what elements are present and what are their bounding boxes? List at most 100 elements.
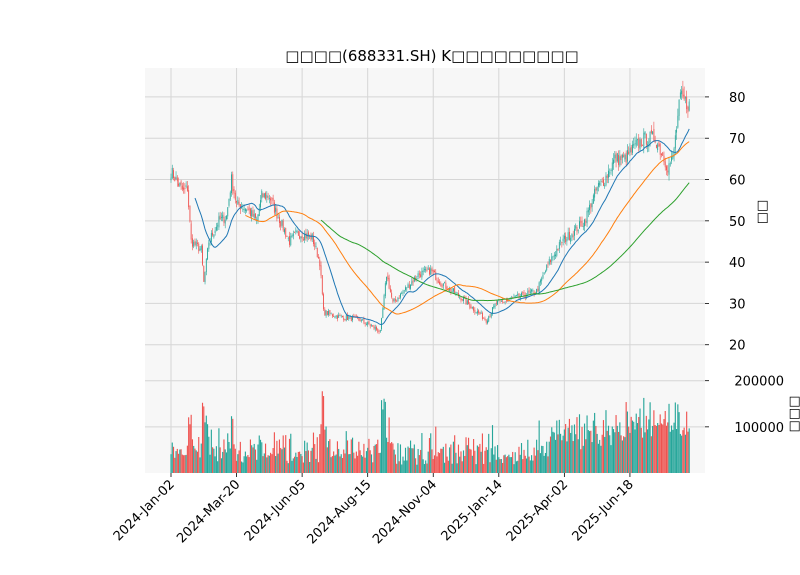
volume-bar xyxy=(488,433,490,473)
volume-bar xyxy=(512,451,514,473)
volume-bar xyxy=(475,464,477,473)
ma-long-line xyxy=(320,182,690,302)
volume-bar xyxy=(334,455,336,473)
volume-bar xyxy=(378,452,380,473)
candle-body xyxy=(232,174,234,192)
candle-body xyxy=(336,315,338,319)
candle-body xyxy=(374,327,376,330)
candle-body xyxy=(352,316,353,321)
volume-bar xyxy=(256,459,258,473)
candle-body xyxy=(345,315,347,321)
candle-body xyxy=(178,183,180,186)
candle-body xyxy=(574,228,575,236)
candle-body xyxy=(571,234,573,238)
candle-body xyxy=(561,241,563,243)
volume-bar xyxy=(418,455,420,473)
candle-body xyxy=(488,316,490,322)
candle-body xyxy=(197,242,198,244)
candle-body xyxy=(605,175,607,186)
candle-body xyxy=(325,310,327,317)
candle-body xyxy=(400,293,401,298)
candle-body xyxy=(183,187,185,190)
candle-body xyxy=(661,153,662,156)
candle-body xyxy=(220,217,222,218)
volume-bar xyxy=(314,444,316,473)
candle-body xyxy=(502,300,504,302)
candle-body xyxy=(649,131,651,143)
candle-body xyxy=(469,303,471,308)
volume-bar xyxy=(625,402,627,473)
volume-bar xyxy=(353,452,355,473)
candle-body xyxy=(402,291,404,294)
candle-body xyxy=(391,292,393,298)
x-tick-label: 2025-Jan-14 xyxy=(439,477,506,544)
volume-bar xyxy=(629,432,631,473)
candle-body xyxy=(262,193,264,198)
candle-body xyxy=(389,288,391,292)
volume-bar xyxy=(411,448,413,473)
volume-axis-label: □□□ xyxy=(787,396,800,433)
volume-bar xyxy=(365,451,367,473)
volume-bar xyxy=(213,448,215,473)
volume-bar xyxy=(499,459,501,473)
candle-body xyxy=(299,235,301,239)
volume-bar xyxy=(496,445,499,473)
volume-bar xyxy=(343,449,345,473)
volume-bar xyxy=(440,448,442,473)
candle-body xyxy=(679,92,681,98)
candle-body xyxy=(609,172,611,174)
volume-bar xyxy=(237,454,239,473)
candle-body xyxy=(572,235,574,237)
candle-body xyxy=(289,236,290,245)
candle-body xyxy=(494,303,496,307)
volume-bar xyxy=(204,422,206,473)
volume-bar xyxy=(609,435,611,473)
volume-bar xyxy=(674,402,676,473)
candle-body xyxy=(223,216,225,223)
volume-bar xyxy=(223,439,225,473)
x-tick-label: 2024-Jun-05 xyxy=(242,477,309,544)
candle-body xyxy=(214,230,216,234)
volume-bar xyxy=(261,442,263,473)
candle-body xyxy=(648,141,650,147)
volume-bar xyxy=(483,463,485,473)
candle-body xyxy=(500,301,502,302)
volume-bar xyxy=(591,442,593,473)
candle-body xyxy=(610,170,612,172)
candle-body xyxy=(425,268,427,271)
volume-bar xyxy=(341,457,344,473)
candle-body xyxy=(231,174,232,194)
volume-bar xyxy=(392,443,394,473)
volume-bar xyxy=(398,461,400,473)
volume-bar xyxy=(349,454,351,473)
candle-body xyxy=(514,295,516,298)
candle-body xyxy=(396,300,398,302)
volume-bar xyxy=(662,424,664,473)
volume-bar xyxy=(640,427,642,473)
volume-bar xyxy=(372,462,374,473)
candlesticks xyxy=(170,80,690,335)
volume-bar xyxy=(229,448,231,473)
candle-body xyxy=(305,232,307,239)
volume-bar xyxy=(631,420,634,473)
candle-body xyxy=(451,291,453,292)
candle-body xyxy=(616,153,618,162)
volume-bar xyxy=(542,446,544,473)
candle-body xyxy=(600,180,602,182)
volume-bar xyxy=(322,396,325,473)
volume-bar xyxy=(397,443,399,473)
candle-body xyxy=(562,238,564,242)
candle-body xyxy=(233,188,235,194)
candle-body xyxy=(585,221,587,223)
candle-body xyxy=(591,202,593,207)
candle-body xyxy=(377,328,379,332)
candle-body xyxy=(285,227,287,237)
volume-bar xyxy=(524,455,526,473)
candle-body xyxy=(614,154,616,159)
candle-body xyxy=(678,99,680,116)
candle-body xyxy=(659,144,661,155)
candle-body xyxy=(371,325,372,327)
volume-bar xyxy=(438,453,441,473)
candle-body xyxy=(228,199,230,206)
volume-bar xyxy=(224,449,226,473)
